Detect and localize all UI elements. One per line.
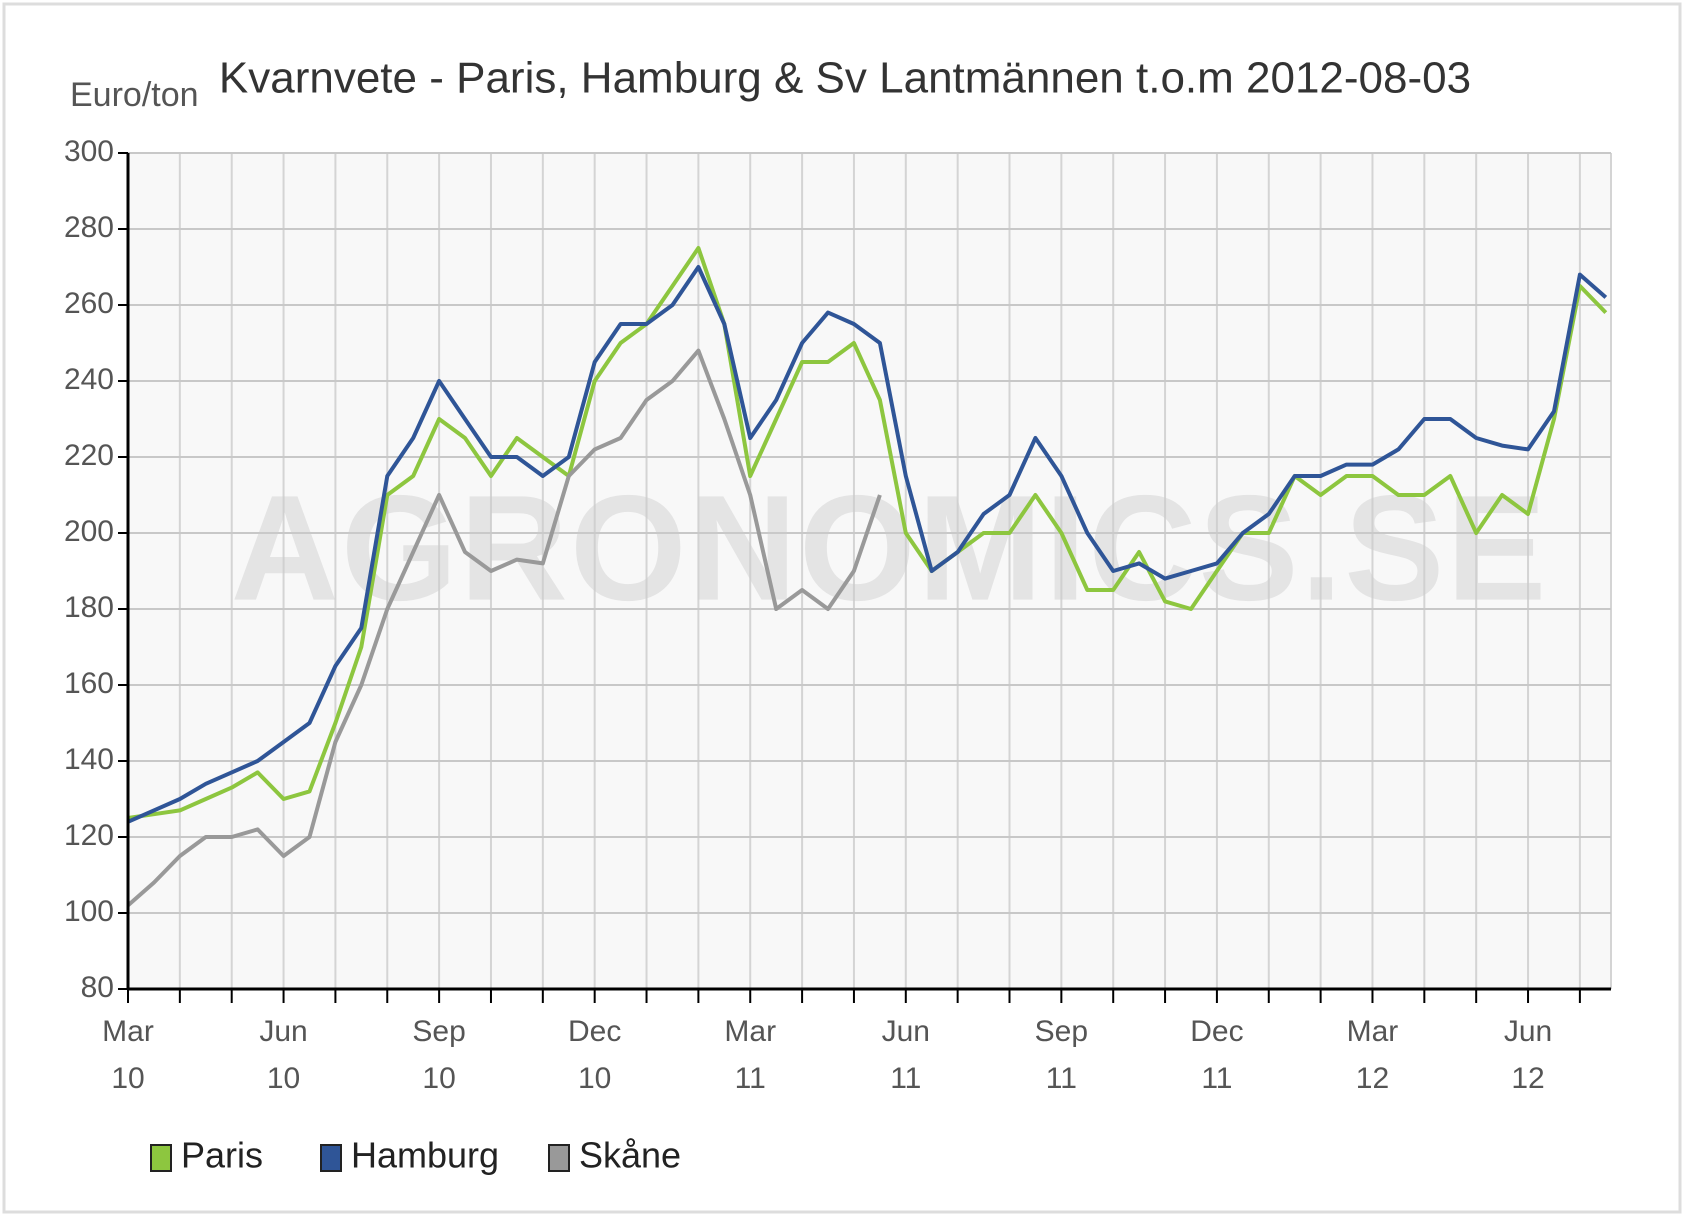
y-tick-label: 200 [64,515,114,548]
y-tick-label: 100 [64,895,114,928]
y-tick-label: 240 [64,363,114,396]
watermark: AGRONOMICS.SE [231,464,1549,632]
y-tick-label: 120 [64,819,114,852]
legend-label: Hamburg [351,1135,499,1176]
series-line [127,246,1608,820]
legend-swatch [548,1144,570,1172]
y-axis-label: Euro/ton [70,76,199,114]
x-tick-label: Mar 10 [102,1015,154,1095]
y-tick-label: 80 [81,971,114,1004]
x-tick-label: Dec 10 [568,1015,621,1095]
y-tick-label: 160 [64,667,114,700]
x-tick-label: Dec 11 [1190,1015,1243,1095]
x-tick-label: Sep 11 [1035,1015,1088,1095]
y-tick-label: 180 [64,591,114,624]
x-tick-label: Mar 11 [724,1015,776,1095]
y-tick-label: 300 [64,135,114,168]
x-tick-label: Mar 12 [1347,1015,1399,1095]
legend-label: Paris [181,1135,263,1176]
series-line [127,265,1608,824]
y-tick-label: 140 [64,743,114,776]
y-tick-label: 280 [64,211,114,244]
legend-label: Skåne [579,1135,681,1176]
x-tick-label: Jun 11 [882,1015,930,1095]
legend-swatch [150,1144,172,1172]
series-line [126,348,882,907]
x-tick-label: Sep 10 [412,1015,465,1095]
x-tick-label: Jun 10 [259,1015,307,1095]
chart-title: Kvarnvete - Paris, Hamburg & Sv Lantmänn… [219,54,1471,103]
y-tick-label: 260 [64,287,114,320]
y-tick-label: 220 [64,439,114,472]
x-tick-label: Jun 12 [1504,1015,1552,1095]
legend-swatch [320,1144,342,1172]
